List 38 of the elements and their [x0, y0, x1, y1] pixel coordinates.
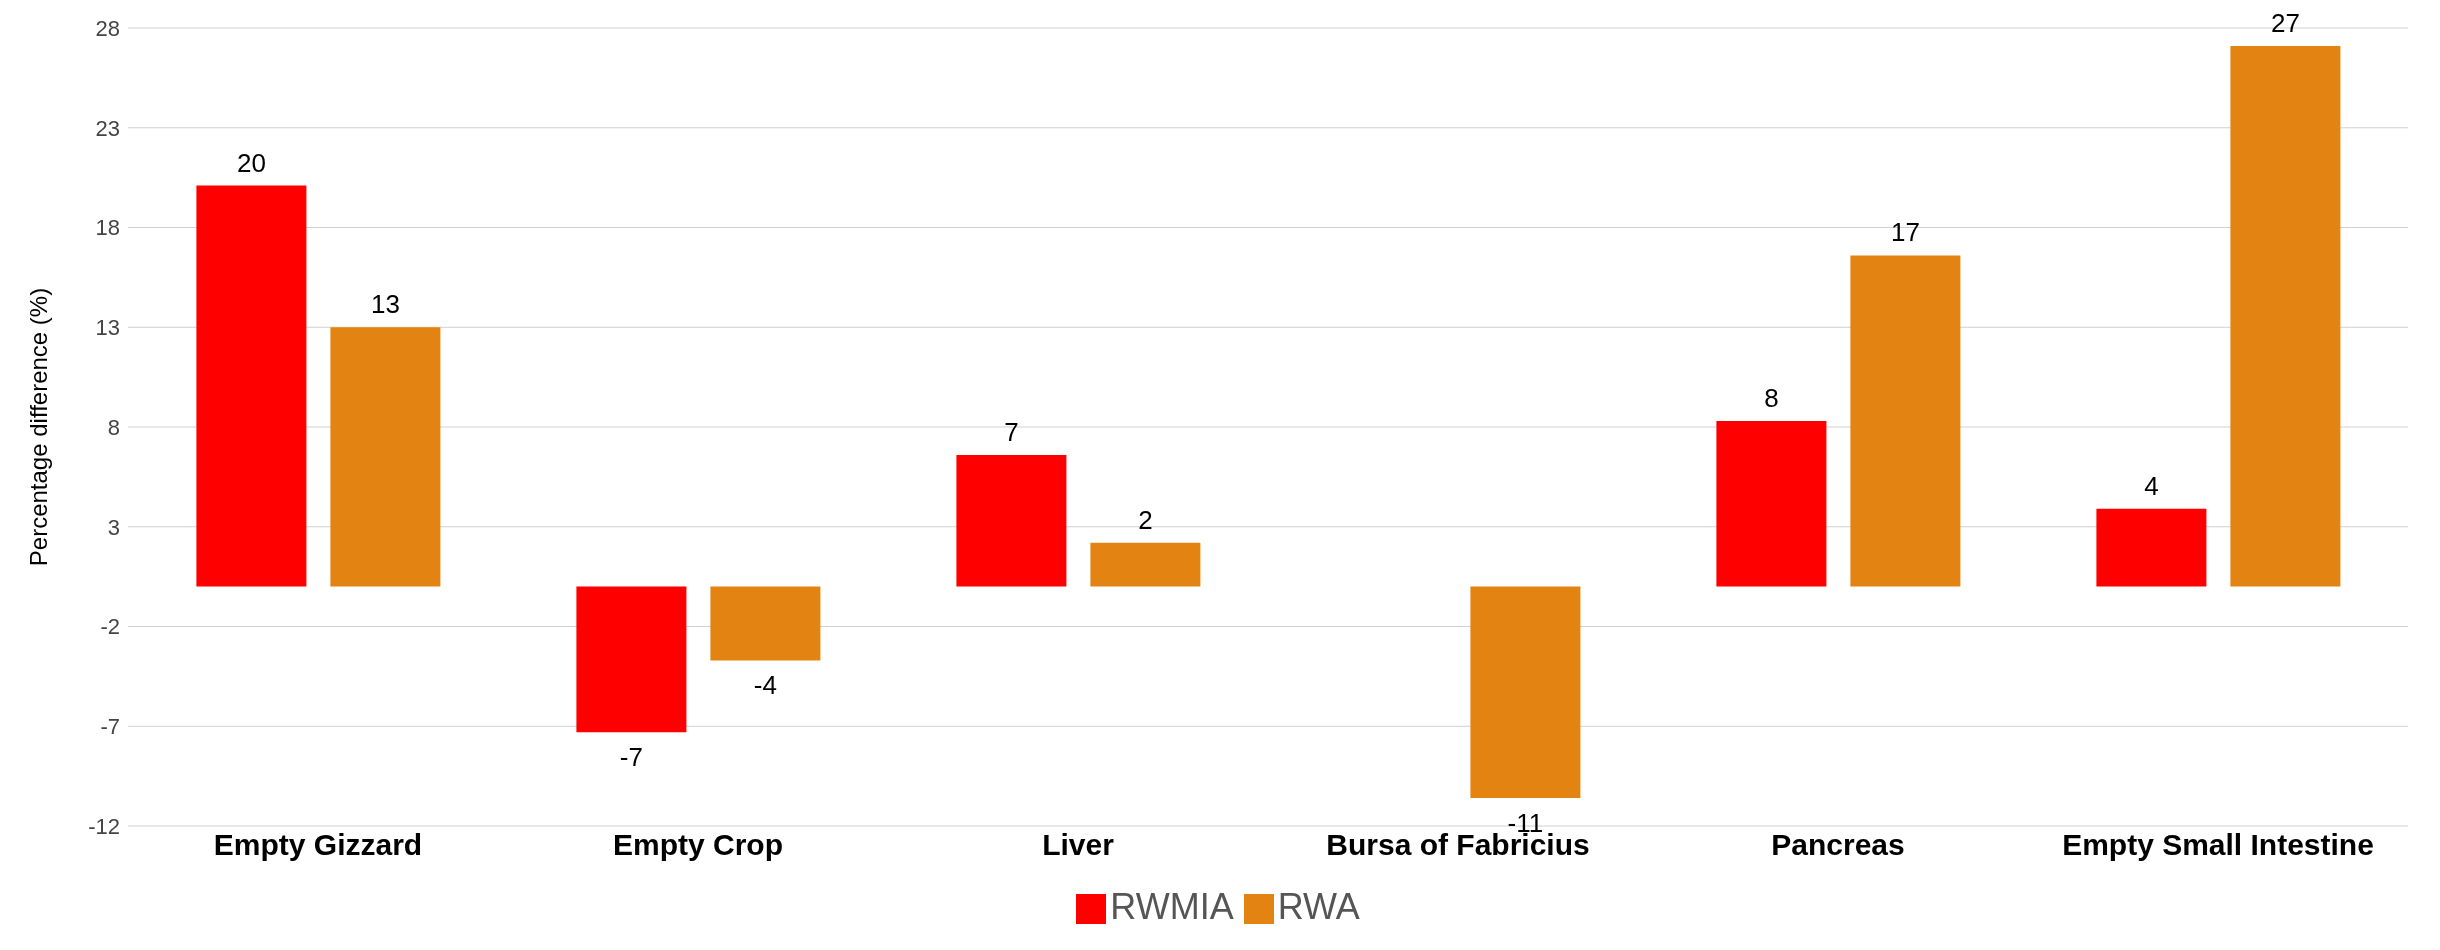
bar — [2230, 45, 2341, 587]
y-tick-label: 3 — [107, 514, 120, 540]
x-tick-label: Empty Crop — [612, 828, 784, 862]
bar — [1470, 586, 1581, 799]
data-label: 13 — [370, 289, 400, 320]
data-label: 4 — [2144, 470, 2159, 501]
y-tick-label: 23 — [95, 115, 120, 141]
data-label: 27 — [2270, 7, 2300, 38]
y-tick-label: 8 — [107, 414, 120, 440]
data-label: -4 — [753, 670, 777, 701]
bar — [576, 586, 687, 733]
data-label: 2 — [1138, 504, 1153, 535]
data-label: 20 — [236, 147, 266, 178]
bar — [956, 454, 1067, 587]
y-tick-label: 13 — [95, 315, 120, 341]
data-label: -7 — [619, 742, 643, 773]
legend-label: RWA — [1277, 886, 1360, 927]
y-tick-label: 28 — [95, 15, 120, 41]
y-tick-label: -2 — [100, 614, 120, 640]
bar — [196, 185, 307, 587]
legend-label: RWMIA — [1110, 886, 1234, 927]
data-label: 17 — [1890, 217, 1920, 248]
bar — [710, 586, 821, 661]
y-axis-title: Percentage difference (%) — [24, 287, 52, 567]
y-tick-label: -7 — [100, 714, 120, 740]
bar — [1716, 421, 1827, 587]
bar — [2096, 508, 2207, 587]
x-tick-label: Liver — [1042, 828, 1115, 862]
x-tick-label: Pancreas — [1771, 828, 1905, 862]
data-label: 8 — [1764, 383, 1779, 414]
bar — [330, 327, 441, 587]
y-tick-label: -12 — [88, 813, 120, 839]
data-label: 7 — [1004, 416, 1019, 447]
y-tick-label: 18 — [95, 215, 120, 241]
bar — [1850, 255, 1961, 587]
bar — [1090, 542, 1201, 587]
x-tick-label: Empty Gizzard — [213, 828, 423, 862]
x-tick-label: Empty Small Intestine — [2062, 828, 2374, 862]
